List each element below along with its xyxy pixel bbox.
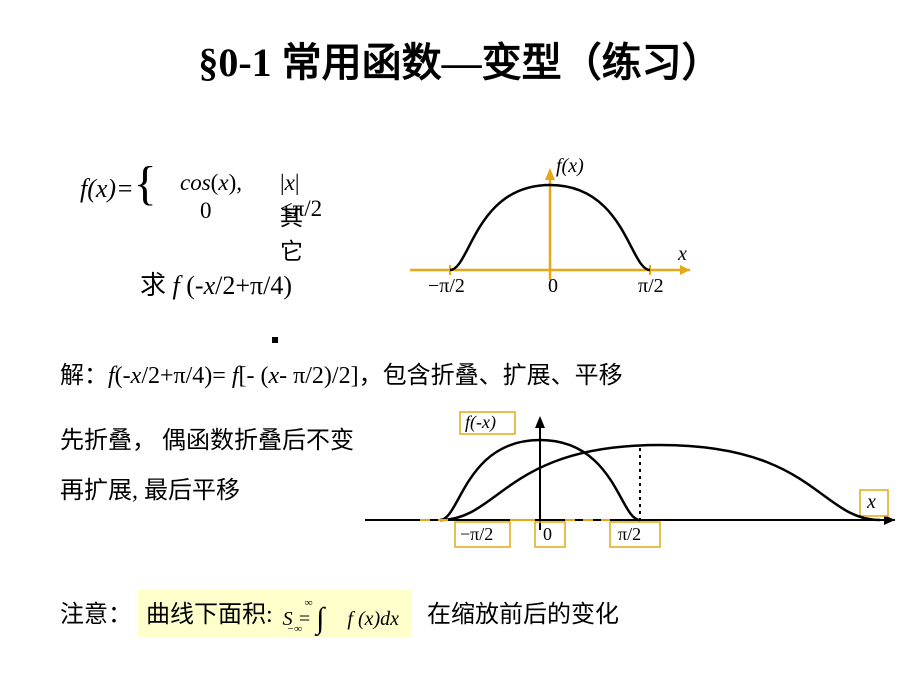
- piece1-expr: cos(x),: [180, 170, 242, 196]
- marker-dot: [272, 337, 278, 343]
- tick-pos2: π/2: [618, 524, 641, 544]
- tick-02: 0: [543, 524, 552, 544]
- label-fx: f(x): [556, 155, 584, 177]
- tick-0: 0: [548, 275, 558, 297]
- graph-transformed: f(-x) x −π/2 0 π/2: [360, 400, 910, 570]
- note-suffix: 在缩放前后的变化: [427, 602, 619, 628]
- label-x: x: [677, 243, 687, 265]
- note-prefix: 注意：: [60, 602, 132, 628]
- solution-line-1: 解：f(-x/2+π/4)= f[- (x- π/2)/2]，包含折叠、扩展、平…: [60, 355, 623, 390]
- integrand: f (x)dx: [347, 608, 399, 630]
- integral: S = ∫∞−∞ f (x)dx: [279, 599, 403, 633]
- tick-neg2: −π/2: [460, 524, 493, 544]
- note-hl-text: 曲线下面积:: [146, 602, 273, 628]
- graph-fx: f(x) x −π/2 0 π/2: [400, 150, 720, 310]
- tick-pos: π/2: [638, 275, 664, 297]
- note-line: 注意： 曲线下面积: S = ∫∞−∞ f (x)dx 在缩放前后的变化: [60, 590, 619, 637]
- function-definition: f(x)={ cos(x), |x|≤π/2 0 其它: [80, 170, 157, 204]
- tick-neg: −π/2: [428, 275, 465, 297]
- note-highlight: 曲线下面积: S = ∫∞−∞ f (x)dx: [138, 590, 411, 637]
- int-upper: ∞: [305, 597, 313, 609]
- page-title: §0-1 常用函数—变型（练习）: [0, 0, 920, 108]
- label-f-negx: f(-x): [465, 412, 496, 433]
- piece2-expr: 0: [200, 198, 212, 224]
- int-sign: ∫: [316, 602, 324, 635]
- piece2-cond: 其它: [280, 198, 303, 266]
- brace: {: [134, 157, 157, 210]
- solution-line-2: 先折叠， 偶函数折叠后不变: [60, 420, 354, 455]
- int-lower: −∞: [287, 623, 302, 635]
- label-x2: x: [866, 491, 876, 513]
- ask-line: 求 f (-x/2+π/4): [140, 265, 292, 302]
- lhs: f(x)=: [80, 174, 134, 203]
- solution-line-3: 再扩展, 最后平移: [60, 470, 240, 505]
